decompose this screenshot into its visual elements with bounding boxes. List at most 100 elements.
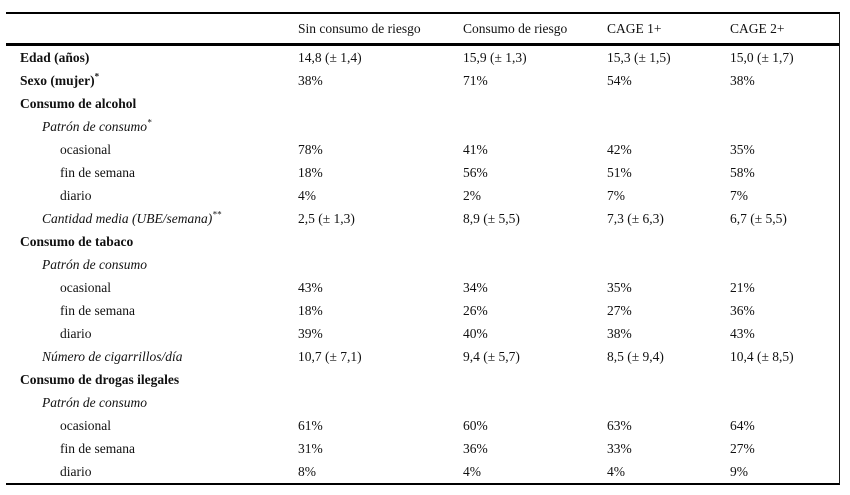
column-header-cage1: CAGE 1+: [607, 20, 662, 36]
data-cell: 35%: [730, 141, 755, 157]
row-label-text: Patrón de consumo: [42, 256, 147, 272]
table-row-patron-tabaco: Patrón de consumo: [6, 253, 839, 276]
row-label-text: ocasional: [60, 279, 111, 295]
table-row-cantidad-media: Cantidad media (UBE/semana)** 2,5 (± 1,3…: [6, 207, 839, 230]
row-label-text: Consumo de alcohol: [20, 95, 137, 111]
row-label-text: fin de semana: [60, 302, 135, 318]
data-cell: 18%: [298, 302, 323, 318]
row-label: diario: [6, 188, 298, 204]
data-cell: 58%: [730, 164, 755, 180]
row-label-text: ocasional: [60, 417, 111, 433]
row-label-sup: *: [147, 118, 152, 127]
data-cell: 9,4 (± 5,7): [463, 348, 520, 364]
table-row-patron-alcohol: Patrón de consumo*: [6, 115, 839, 138]
row-label: fin de semana: [6, 303, 298, 319]
table-row-tabaco-finde: fin de semana 18% 26% 27% 36%: [6, 299, 839, 322]
row-label: Consumo de tabaco: [6, 234, 298, 250]
row-label: Patrón de consumo: [6, 257, 298, 273]
table-row-drogas-diario: diario 8% 4% 4% 9%: [6, 460, 839, 483]
row-label: Cantidad media (UBE/semana)**: [6, 211, 298, 227]
row-label: ocasional: [6, 280, 298, 296]
data-cell: 15,9 (± 1,3): [463, 49, 527, 65]
row-label-sup: *: [94, 72, 100, 81]
row-label: Consumo de alcohol: [6, 96, 298, 112]
data-cell: 38%: [298, 72, 323, 88]
data-cell: 8%: [298, 463, 316, 479]
data-cell: 63%: [607, 417, 632, 433]
row-label-sup: **: [212, 210, 222, 219]
data-cell: 15,0 (± 1,7): [730, 49, 794, 65]
data-cell: 43%: [298, 279, 323, 295]
data-cell: 35%: [607, 279, 632, 295]
data-cell: 26%: [463, 302, 488, 318]
data-cell: 71%: [463, 72, 488, 88]
table-row-tabaco-ocasional: ocasional 43% 34% 35% 21%: [6, 276, 839, 299]
table-row-section-alcohol: Consumo de alcohol: [6, 92, 839, 115]
row-label-text: diario: [60, 187, 92, 203]
row-label-text: Sexo (mujer): [20, 72, 95, 88]
column-header-cage2: CAGE 2+: [730, 20, 785, 36]
data-cell: 31%: [298, 440, 323, 456]
study-sample-table: Sin consumo de riesgo Consumo de riesgo …: [6, 12, 840, 485]
data-cell: 7%: [730, 187, 748, 203]
row-label-text: Consumo de drogas ilegales: [20, 371, 180, 387]
data-cell: 6,7 (± 5,5): [730, 210, 787, 226]
data-cell: 40%: [463, 325, 488, 341]
row-label: Patrón de consumo: [6, 395, 298, 411]
data-cell: 61%: [298, 417, 323, 433]
row-label: Consumo de drogas ilegales: [6, 372, 298, 388]
row-label-text: Patrón de consumo: [42, 118, 147, 134]
table-row-drogas-ocasional: ocasional 61% 60% 63% 64%: [6, 414, 839, 437]
row-label-text: fin de semana: [60, 440, 135, 456]
table-row-num-cigarrillos: Número de cigarrillos/día 10,7 (± 7,1) 9…: [6, 345, 839, 368]
table-row-patron-drogas: Patrón de consumo: [6, 391, 839, 414]
data-cell: 2%: [463, 187, 481, 203]
data-cell: 51%: [607, 164, 632, 180]
data-cell: 4%: [607, 463, 625, 479]
row-label: fin de semana: [6, 165, 298, 181]
row-label: Número de cigarrillos/día: [6, 349, 298, 365]
table-row-section-tabaco: Consumo de tabaco: [6, 230, 839, 253]
data-cell: 42%: [607, 141, 632, 157]
row-label-text: Edad (años): [20, 49, 90, 65]
data-cell: 8,9 (± 5,5): [463, 210, 520, 226]
data-cell: 56%: [463, 164, 488, 180]
data-cell: 36%: [463, 440, 488, 456]
table-row-alcohol-diario: diario 4% 2% 7% 7%: [6, 184, 839, 207]
row-label-text: diario: [60, 463, 92, 479]
data-cell: 2,5 (± 1,3): [298, 210, 355, 226]
data-cell: 10,7 (± 7,1): [298, 348, 362, 364]
data-cell: 7%: [607, 187, 625, 203]
row-label-text: diario: [60, 325, 92, 341]
data-cell: 64%: [730, 417, 755, 433]
row-label-text: Número de cigarrillos/día: [42, 348, 183, 364]
table-body: Edad (años) 14,8 (± 1,4) 15,9 (± 1,3) 15…: [6, 46, 839, 483]
data-cell: 27%: [730, 440, 755, 456]
row-label: fin de semana: [6, 441, 298, 457]
data-cell: 14,8 (± 1,4): [298, 49, 362, 65]
table-row-section-drogas: Consumo de drogas ilegales: [6, 368, 839, 391]
data-cell: 41%: [463, 141, 488, 157]
data-cell: 36%: [730, 302, 755, 318]
table-row-tabaco-diario: diario 39% 40% 38% 43%: [6, 322, 839, 345]
data-cell: 21%: [730, 279, 755, 295]
column-header-consumo-riesgo: Consumo de riesgo: [463, 20, 568, 36]
row-label-text: ocasional: [60, 141, 111, 157]
data-cell: 7,3 (± 6,3): [607, 210, 664, 226]
data-cell: 60%: [463, 417, 488, 433]
data-cell: 39%: [298, 325, 323, 341]
row-label: diario: [6, 464, 298, 480]
data-cell: 27%: [607, 302, 632, 318]
row-label-text: Consumo de tabaco: [20, 233, 134, 249]
row-label: ocasional: [6, 142, 298, 158]
data-cell: 10,4 (± 8,5): [730, 348, 794, 364]
row-label-text: fin de semana: [60, 164, 135, 180]
table-row-sexo: Sexo (mujer)* 38% 71% 54% 38%: [6, 69, 839, 92]
data-cell: 4%: [298, 187, 316, 203]
data-cell: 38%: [730, 72, 755, 88]
data-cell: 78%: [298, 141, 323, 157]
row-label-text: Cantidad media (UBE/semana): [42, 210, 213, 226]
data-cell: 4%: [463, 463, 481, 479]
row-label: Patrón de consumo*: [6, 119, 298, 135]
